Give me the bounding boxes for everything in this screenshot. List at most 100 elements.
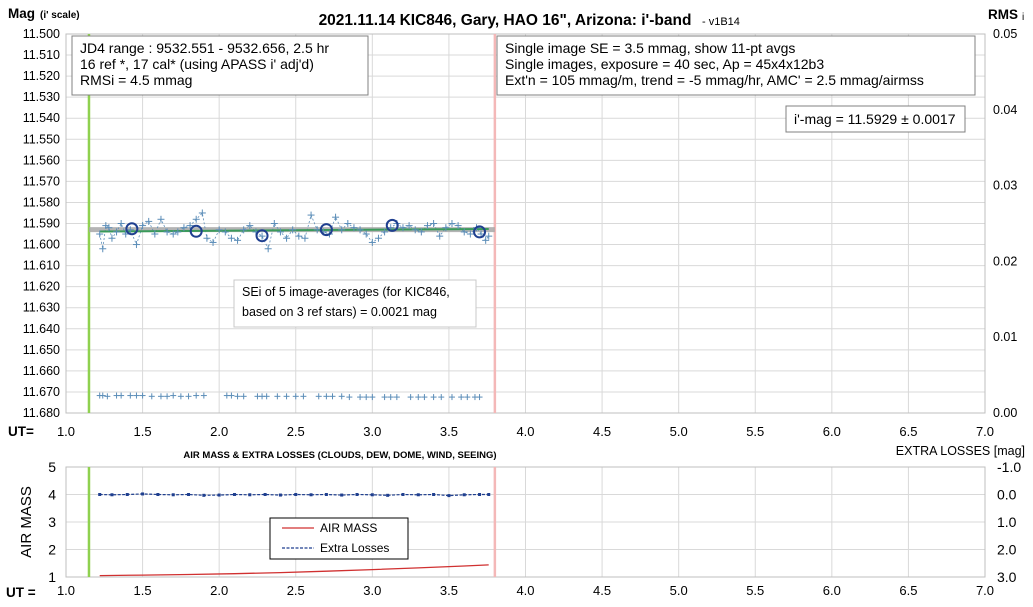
lower-x-tick-label: 5.5: [746, 583, 764, 598]
lower-x-tick-label: 5.0: [670, 583, 688, 598]
single-image-point: [454, 222, 462, 230]
lower-x-tick-label: 4.0: [516, 583, 534, 598]
extra-losses-point: [232, 493, 236, 496]
single-image-point: [258, 232, 266, 240]
main-x-tick-label: 5.5: [746, 424, 764, 439]
extra-losses-point: [171, 493, 175, 497]
rms-point: [133, 392, 140, 399]
single-image-point: [270, 220, 278, 227]
main-y2-tick-label: 0.02: [993, 254, 1017, 268]
lower-y-tick-label: 3: [48, 514, 56, 530]
lower-x-tick-label: 1.0: [57, 583, 75, 598]
single-image-point: [460, 228, 468, 236]
main-y2-tick-label: 0.05: [993, 27, 1017, 41]
single-image-point: [186, 222, 194, 230]
y-axis-label: Mag: [8, 6, 35, 21]
extra-losses-point: [401, 493, 405, 496]
single-image-point: [485, 232, 493, 240]
rms-point: [415, 394, 422, 401]
extra-losses-point: [294, 493, 298, 496]
lower-x-tick-label: 1.5: [134, 583, 152, 598]
lower-y2-tick-label: 0.0: [997, 487, 1017, 503]
main-y2-tick-label: 0.03: [993, 179, 1017, 193]
single-image-point: [289, 226, 297, 234]
legend-air-mass-label: AIR MASS: [320, 521, 377, 535]
single-image-point: [105, 224, 113, 232]
single-image-point: [215, 226, 223, 234]
lower-x-tick-label: 6.0: [823, 583, 841, 598]
lower-y-axis-label: AIR MASS: [18, 486, 35, 558]
single-image-point: [295, 232, 303, 240]
rms-point: [185, 393, 192, 400]
info-box-right-line: Single images, exposure = 40 sec, Ap = 4…: [505, 56, 824, 72]
single-image-point: [157, 215, 165, 223]
rms-point: [438, 394, 445, 401]
extra-losses-point: [156, 493, 160, 496]
main-y-tick-label: 11.570: [23, 174, 60, 188]
main-y2-tick-label: 0.01: [993, 330, 1017, 344]
average-point: [125, 222, 139, 236]
info-box-right-line: Single image SE = 3.5 mmag, show 11-pt a…: [505, 40, 795, 56]
single-image-point: [96, 230, 104, 238]
rms-point: [283, 393, 290, 400]
main-y-tick-label: 11.550: [23, 132, 60, 146]
main-y-tick-label: 11.630: [23, 301, 60, 315]
single-image-point: [221, 228, 229, 236]
main-x-tick-label: 6.5: [899, 424, 917, 439]
rms-point: [464, 394, 471, 401]
lower-y-tick-label: 4: [48, 487, 56, 503]
lower-x-tick-label: 3.5: [440, 583, 458, 598]
rms-point: [315, 393, 322, 400]
air-mass-line: [99, 564, 489, 577]
rms-point: [329, 393, 336, 400]
extra-losses-point: [110, 493, 114, 497]
rms-point: [407, 394, 414, 401]
rms-point: [170, 392, 177, 399]
extra-losses-point: [370, 493, 374, 497]
main-y-tick-label: 11.590: [23, 217, 60, 231]
lower-y-tick-label: 5: [48, 459, 56, 475]
extra-losses-point: [478, 493, 482, 496]
main-y-tick-label: 11.540: [23, 111, 60, 125]
main-y-tick-label: 11.640: [23, 322, 60, 336]
single-image-point: [117, 220, 125, 227]
main-x-tick-label: 3.5: [440, 424, 458, 439]
single-image-point: [313, 226, 321, 234]
se-box: [233, 279, 477, 328]
rms-point: [157, 393, 164, 400]
main-y-tick-label: 11.600: [23, 238, 60, 252]
lower-y-tick-label: 2: [48, 542, 56, 558]
single-image-point: [180, 224, 188, 232]
main-x-tick-label: 1.0: [57, 424, 75, 439]
lower-y2-tick-label: 1.0: [997, 514, 1017, 530]
rms-point: [104, 393, 111, 400]
main-x-tick-label: 4.0: [516, 424, 534, 439]
rms-point: [177, 393, 184, 400]
main-y-tick-label: 11.610: [23, 259, 60, 273]
extra-losses-point: [187, 493, 191, 496]
average-point: [385, 218, 399, 232]
se-box-line: SEi of 5 image-averages (for KIC846,: [242, 285, 450, 299]
lower-x-tick-label: 7.0: [976, 583, 994, 598]
info-box-left: [71, 35, 369, 96]
main-x-tick-label: 4.5: [593, 424, 611, 439]
rms-point: [127, 392, 134, 399]
single-image-point: [466, 230, 474, 238]
extra-losses-point: [340, 493, 344, 497]
extra-losses-point: [125, 493, 129, 496]
chart-title: 2021.11.14 KIC846, Gary, HAO 16", Arizon…: [319, 12, 692, 29]
main-y-tick-label: 11.680: [23, 406, 60, 420]
single-image-point: [126, 226, 134, 234]
legend-extra-losses-label: Extra Losses: [320, 541, 389, 555]
lower-y2-axis-label: EXTRA LOSSES [mag]: [896, 444, 1025, 458]
lower-y2-tick-label: 3.0: [997, 569, 1017, 585]
average-point: [319, 223, 333, 237]
y2-axis-sublabel: i: [1022, 12, 1024, 23]
single-image-point: [381, 228, 389, 236]
main-y-tick-label: 11.510: [23, 48, 60, 62]
main-y-tick-label: 11.500: [23, 27, 60, 41]
extra-losses-point: [386, 493, 390, 497]
lower-legend-box: [269, 517, 409, 560]
single-image-point: [350, 224, 358, 232]
extra-losses-point: [324, 493, 328, 496]
